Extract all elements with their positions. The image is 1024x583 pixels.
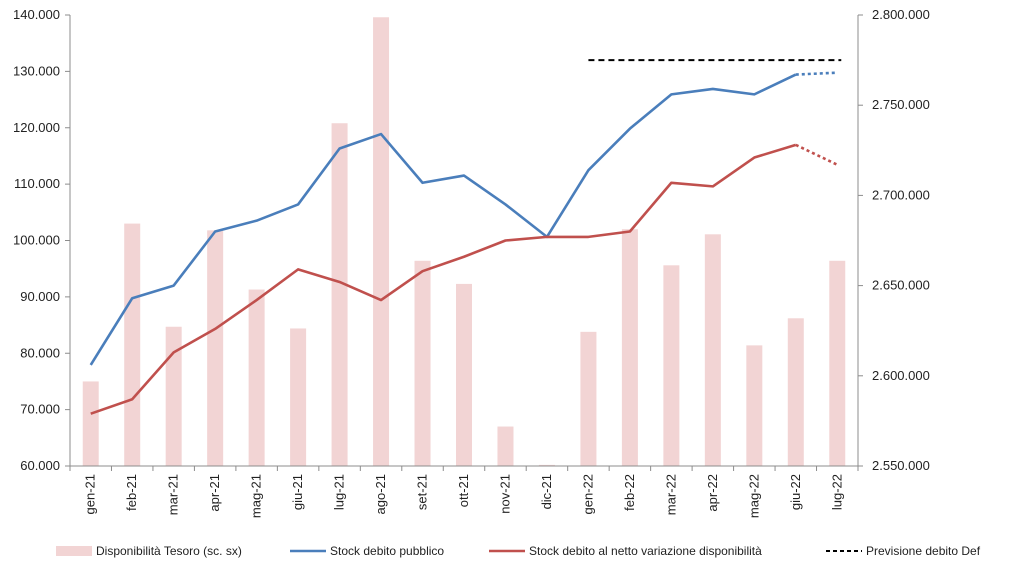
y-right-tick-label: 2.750.000 bbox=[872, 97, 930, 112]
x-tick-label: apr-21 bbox=[207, 474, 222, 512]
bar-gen-22 bbox=[580, 331, 597, 466]
y-right-tick-label: 2.800.000 bbox=[872, 7, 930, 22]
bar-nov-21 bbox=[497, 426, 514, 466]
y-right-tick-label: 2.700.000 bbox=[872, 187, 930, 202]
bar-feb-22 bbox=[621, 229, 638, 466]
x-tick-label: ago-21 bbox=[373, 474, 388, 514]
x-tick-label: dic-21 bbox=[539, 474, 554, 509]
bar-giu-21 bbox=[290, 328, 307, 466]
legend-swatch-bar bbox=[56, 546, 92, 556]
y-left-tick-label: 130.000 bbox=[13, 63, 60, 78]
bar-mar-21 bbox=[165, 326, 182, 466]
y-left-tick-label: 70.000 bbox=[20, 402, 60, 417]
x-tick-label: feb-21 bbox=[124, 474, 139, 511]
legend-label: Previsione debito Def bbox=[866, 544, 981, 558]
x-tick-label: giu-22 bbox=[788, 474, 803, 510]
bar-mar-22 bbox=[663, 265, 680, 466]
y-left-tick-label: 100.000 bbox=[13, 233, 60, 248]
lines-layer bbox=[89, 59, 842, 415]
bar-ott-21 bbox=[456, 283, 472, 466]
bar-set-21 bbox=[414, 260, 431, 466]
x-tick-label: gen-21 bbox=[83, 474, 98, 514]
legend-label: Stock debito al netto variazione disponi… bbox=[529, 544, 762, 558]
x-tick-label: ott-21 bbox=[456, 474, 471, 507]
x-tick-label: apr-22 bbox=[705, 474, 720, 512]
y-left-tick-label: 140.000 bbox=[13, 7, 60, 22]
bar-giu-22 bbox=[787, 318, 804, 466]
x-tick-label: feb-22 bbox=[622, 474, 637, 511]
forecast-stock-debito-al-netto-variazione-disponibilit- bbox=[795, 143, 838, 166]
axes-layer: 60.000 70.000 80.000 90.000 100.000 110.000 12… bbox=[13, 7, 930, 518]
x-tick-label: set-21 bbox=[415, 474, 430, 510]
y-left-tick-label: 110.000 bbox=[14, 176, 60, 191]
x-tick-label: mag-22 bbox=[746, 474, 761, 518]
bar-dic-21 bbox=[538, 464, 555, 466]
x-tick-label: gen-22 bbox=[580, 474, 595, 514]
line-stock-debito-al-netto-variazione-disponibilit- bbox=[90, 143, 797, 415]
bar-apr-21 bbox=[207, 230, 224, 466]
y-right-tick-label: 2.650.000 bbox=[872, 278, 930, 293]
y-left-tick-label: 60.000 bbox=[20, 458, 60, 473]
x-tick-label: nov-21 bbox=[497, 474, 512, 514]
bar-apr-22 bbox=[704, 234, 721, 466]
forecast-stock-debito-pubblico bbox=[795, 71, 838, 76]
y-left-tick-label: 90.000 bbox=[20, 289, 60, 304]
bars-layer bbox=[82, 17, 846, 467]
line-stock-debito-pubblico bbox=[89, 73, 797, 366]
legend-label: Stock debito pubblico bbox=[330, 544, 444, 558]
x-tick-label: mar-22 bbox=[663, 474, 678, 515]
bar-feb-21 bbox=[124, 223, 141, 466]
bar-ago-21 bbox=[373, 17, 390, 466]
legend: Disponibilità Tesoro (sc. sx) Stock debit… bbox=[56, 544, 981, 558]
x-tick-label: mag-21 bbox=[249, 474, 264, 518]
y-left-tick-label: 80.000 bbox=[20, 345, 60, 360]
bar-mag-21 bbox=[248, 289, 265, 466]
bar-gen-21 bbox=[82, 381, 99, 466]
x-tick-label: lug-22 bbox=[829, 474, 844, 510]
legend-label: Disponibilità Tesoro (sc. sx) bbox=[96, 544, 242, 558]
y-left-tick-label: 120.000 bbox=[13, 120, 60, 135]
x-tick-label: giu-21 bbox=[290, 474, 305, 510]
y-right-tick-label: 2.600.000 bbox=[872, 368, 930, 383]
bar-lug-22 bbox=[829, 260, 846, 466]
bar-mag-22 bbox=[746, 345, 763, 466]
bar-lug-21 bbox=[331, 123, 348, 467]
x-tick-label: lug-21 bbox=[332, 474, 347, 510]
y-right-tick-label: 2.550.000 bbox=[872, 458, 930, 473]
x-tick-label: mar-21 bbox=[166, 474, 181, 515]
